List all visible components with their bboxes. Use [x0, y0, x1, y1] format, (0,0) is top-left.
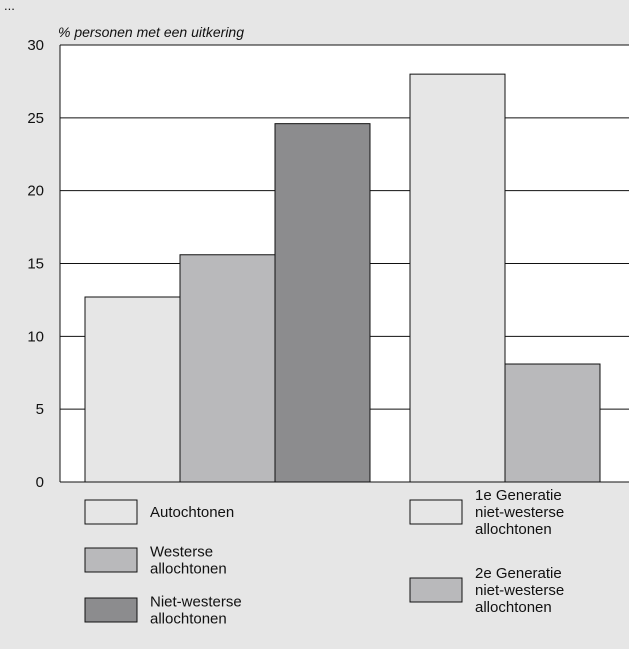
y-tick-label-5: 5	[36, 401, 44, 418]
ticks-layer: 0 5 10 15 20 25 30	[27, 37, 44, 491]
legend-swatch-2	[84, 547, 138, 573]
legend-swatch-5	[409, 577, 463, 603]
legend-swatch-1	[84, 499, 138, 525]
legend-label-1: Autochtonen	[150, 504, 234, 521]
axis-layer	[59, 45, 629, 483]
bar-2e-generatie-niet-westerse-allochtonen	[504, 363, 601, 483]
bar-1e-generatie-niet-westerse-allochtonen	[409, 73, 506, 483]
legend-label-3: Niet-westerse	[150, 594, 242, 611]
y-tick-label-0: 0	[36, 474, 44, 491]
y-axis-title: % personen met een uitkering	[58, 24, 244, 40]
y-tick-label-10: 10	[27, 328, 44, 345]
legend-label-5: 2e Generatie	[475, 565, 562, 582]
bars-layer	[84, 73, 601, 483]
legend-label-2: Westerse	[150, 544, 213, 561]
y-tick-label-25: 25	[27, 110, 44, 127]
legend-label-2: allochtonen	[150, 561, 227, 578]
legend-label-5: niet-westerse	[475, 582, 564, 599]
legend-label-4: niet-westerse	[475, 504, 564, 521]
bar-westerse-allochtonen	[179, 254, 276, 483]
legend: AutochtonenWesterseallochtonenNiet-weste…	[84, 487, 564, 628]
legend-label-4: 1e Generatie	[475, 487, 562, 504]
legend-swatch-3	[84, 597, 138, 623]
bar-niet-westerse-allochtonen	[274, 123, 371, 483]
legend-label-3: allochtonen	[150, 611, 227, 628]
bar-autochtonen	[84, 296, 181, 483]
y-tick-label-20: 20	[27, 183, 44, 200]
y-tick-label-30: 30	[27, 37, 44, 54]
legend-label-4: allochtonen	[475, 521, 552, 538]
header-text: ...	[4, 0, 15, 13]
y-tick-label-15: 15	[27, 256, 44, 273]
legend-label-5: allochtonen	[475, 599, 552, 616]
legend-swatch-4	[409, 499, 463, 525]
